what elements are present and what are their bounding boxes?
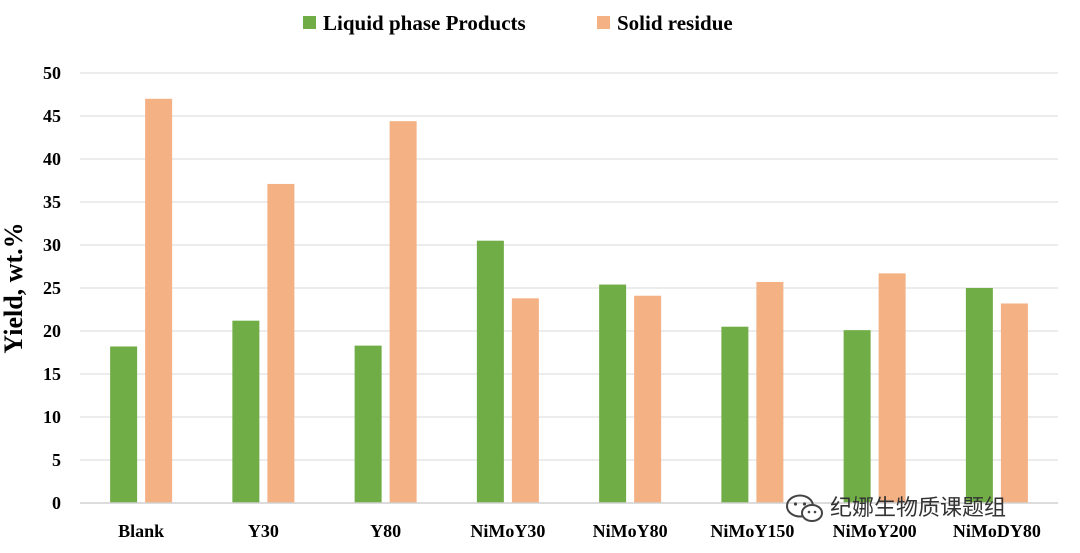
- bar-solid-nimoy30: [511, 298, 539, 503]
- x-tick-label: NiMoY200: [833, 521, 917, 541]
- y-axis-label: Yield, wt.%: [0, 222, 28, 353]
- watermark-text: 纪娜生物质课题组: [830, 496, 1006, 521]
- y-tick-label: 10: [43, 407, 61, 427]
- x-tick-label: NiMoY150: [710, 521, 794, 541]
- bar-liquid-nimoy30: [476, 240, 504, 503]
- gridlines: [80, 72, 1058, 461]
- y-axis-ticks: 0 5 10 15 20 25 30 35 40 45 50: [43, 63, 61, 513]
- bar-liquid-nimoy200: [843, 330, 871, 503]
- bar-solid-nimoy80: [634, 295, 662, 503]
- bar-solid-nimoy150: [756, 281, 784, 503]
- x-tick-label: NiMoDY80: [953, 521, 1041, 541]
- x-tick-label: Y30: [248, 521, 279, 541]
- y-tick-label: 5: [52, 450, 61, 470]
- bar-solid-y30: [267, 183, 295, 503]
- x-tick-label: Blank: [118, 521, 164, 541]
- legend-label-liquid: Liquid phase Products: [323, 11, 526, 35]
- bar-liquid-nimoy80: [599, 284, 627, 503]
- bar-solid-nimody80: [1000, 303, 1028, 503]
- bar-solid-y80: [389, 121, 417, 503]
- legend-swatch-solid: [597, 16, 610, 29]
- bar-liquid-y80: [354, 345, 382, 503]
- x-tick-label: Y80: [370, 521, 401, 541]
- y-tick-label: 15: [43, 364, 61, 384]
- bars: [110, 98, 1028, 504]
- x-tick-label: NiMoY80: [593, 521, 668, 541]
- legend-swatch-liquid: [303, 16, 316, 29]
- y-tick-label: 25: [43, 278, 61, 298]
- x-axis-labels: Blank Y30 Y80 NiMoY30 NiMoY80 NiMoY150 NiMoY20…: [118, 521, 1041, 541]
- bar-liquid-nimody80: [965, 288, 993, 503]
- x-tick-label: NiMoY30: [470, 521, 545, 541]
- bar-solid-blank: [145, 98, 173, 504]
- bar-solid-nimoy200: [878, 273, 906, 503]
- watermark: 纪娜生物质课题组: [786, 494, 1006, 522]
- bar-liquid-blank: [110, 346, 138, 503]
- y-tick-label: 20: [43, 321, 61, 341]
- y-tick-label: 35: [43, 192, 61, 212]
- legend: Liquid phase Products Solid residue: [303, 11, 733, 35]
- y-tick-label: 45: [43, 106, 61, 126]
- bar-liquid-nimoy150: [721, 326, 749, 503]
- y-tick-label: 40: [43, 149, 61, 169]
- wechat-icon: [786, 494, 823, 522]
- y-tick-label: 50: [43, 63, 61, 83]
- legend-label-solid: Solid residue: [617, 11, 733, 35]
- y-tick-label: 0: [52, 493, 61, 513]
- bar-liquid-y30: [232, 320, 260, 503]
- y-tick-label: 30: [43, 235, 61, 255]
